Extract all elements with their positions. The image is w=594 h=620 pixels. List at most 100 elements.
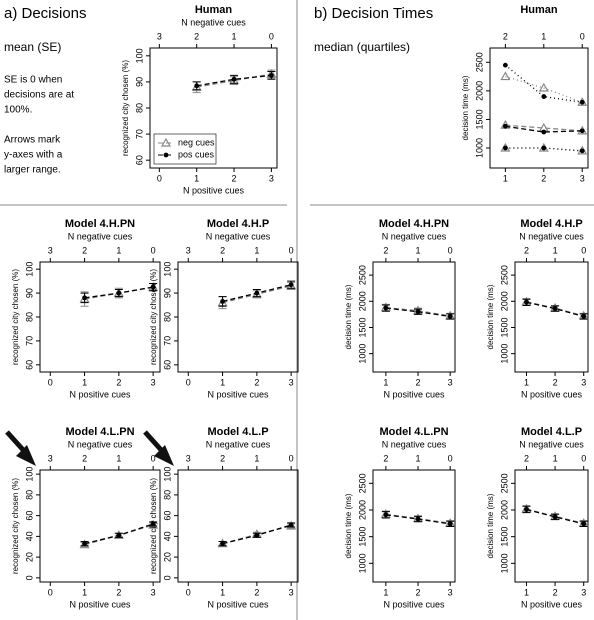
marker — [220, 299, 225, 304]
marker — [415, 309, 421, 315]
y-tick-label: 40 — [24, 531, 34, 541]
x-tick-label: 2 — [553, 587, 558, 597]
x2-tick-label: 2 — [194, 31, 199, 41]
x2-tick-label: 0 — [151, 245, 156, 255]
marker — [541, 94, 547, 99]
y-tick-label: 80 — [24, 490, 34, 500]
y-tick-label: 20 — [162, 552, 172, 562]
marker — [538, 82, 549, 92]
y-tick-label: 2000 — [474, 81, 484, 101]
y-tick-label: 1500 — [499, 317, 509, 337]
y-tick-label: 1500 — [474, 109, 484, 129]
x2-label: N negative cues — [68, 439, 133, 449]
marker — [502, 62, 508, 68]
x2-tick-label: 3 — [157, 31, 162, 41]
x-tick-label: 3 — [581, 377, 586, 387]
x-tick-label: 1 — [503, 173, 508, 183]
series-line — [504, 64, 583, 103]
x-tick-label: 0 — [157, 173, 162, 183]
x-label: N positive cues — [69, 389, 131, 399]
y-label: recognized city chosen (%) — [149, 478, 158, 574]
x2-tick-label: 2 — [82, 453, 87, 463]
y-label: recognized city chosen (%) — [11, 478, 20, 574]
marker — [116, 290, 122, 296]
x2-tick-label: 0 — [289, 245, 294, 255]
x2-label: N negative cues — [206, 231, 271, 241]
x2-tick-label: 1 — [416, 453, 421, 463]
arrow-head — [16, 445, 36, 466]
x-tick-label: 1 — [220, 377, 225, 387]
marker — [383, 305, 389, 311]
series-line — [505, 147, 583, 152]
y-tick-label: 2000 — [357, 500, 367, 520]
y-tick-label: 80 — [162, 312, 172, 322]
marker — [160, 137, 172, 147]
plot-frame — [177, 469, 299, 583]
marker — [194, 83, 200, 89]
x-tick-label: 1 — [383, 587, 388, 597]
x-tick-label: 1 — [82, 587, 87, 597]
y-tick-label: 70 — [24, 336, 34, 346]
y-tick-label: 100 — [24, 467, 34, 482]
x-tick-label: 1 — [194, 173, 199, 183]
y-tick-label: 1500 — [499, 527, 509, 547]
y-tick-label: 80 — [24, 312, 34, 322]
series-line — [196, 74, 272, 87]
marker — [502, 123, 508, 129]
marker — [447, 521, 453, 527]
x2-tick-label: 2 — [383, 245, 388, 255]
panel-label: a) Decisions — [4, 5, 87, 22]
marker — [116, 532, 122, 538]
x-tick-label: 3 — [580, 173, 585, 183]
chart-title: Model 4.L.PN — [65, 426, 134, 438]
x-tick-label: 2 — [416, 587, 421, 597]
note: 100%. — [4, 105, 32, 116]
marker — [288, 282, 294, 288]
x2-label: N negative cues — [181, 17, 246, 27]
x2-tick-label: 0 — [580, 31, 585, 41]
plot-frame — [514, 261, 589, 373]
series-line — [505, 75, 583, 103]
y-tick-label: 100 — [24, 262, 34, 277]
x-tick-label: 2 — [116, 587, 121, 597]
y-tick-label: 1000 — [357, 344, 367, 364]
marker — [82, 295, 87, 301]
series-line — [505, 125, 583, 133]
marker — [150, 284, 156, 290]
x-label: N positive cues — [69, 599, 131, 609]
y-tick-label: 60 — [24, 360, 34, 370]
plot-frame — [39, 469, 161, 583]
legend-label: pos cues — [178, 149, 215, 159]
series-line — [526, 301, 584, 318]
y-tick-label: 60 — [162, 511, 172, 521]
marker — [581, 314, 587, 319]
marker — [82, 541, 87, 547]
y-label: decision time (ms) — [344, 284, 353, 349]
x-tick-label: 3 — [151, 587, 156, 597]
y-tick-label: 90 — [162, 288, 172, 298]
y-tick-label: 1000 — [499, 553, 509, 573]
note: SE is 0 when — [4, 75, 62, 86]
x-label: N positive cues — [207, 599, 269, 609]
x-tick-label: 2 — [254, 377, 259, 387]
y-tick-label: 1000 — [474, 138, 484, 158]
y-tick-label: 90 — [24, 288, 34, 298]
x-tick-label: 2 — [541, 173, 546, 183]
x-tick-label: 2 — [116, 377, 121, 387]
x-label: N positive cues — [383, 389, 445, 399]
x2-tick-label: 1 — [553, 245, 558, 255]
marker — [579, 148, 585, 154]
x2-tick-label: 0 — [581, 245, 586, 255]
x-tick-label: 3 — [269, 173, 274, 183]
marker — [268, 72, 274, 78]
x-label: N positive cues — [207, 389, 269, 399]
marker — [552, 514, 558, 520]
marker — [524, 507, 529, 512]
x2-tick-label: 3 — [48, 453, 53, 463]
x-tick-label: 3 — [448, 377, 453, 387]
marker — [500, 71, 511, 81]
panel-stat: mean (SE) — [4, 40, 61, 54]
y-tick-label: 1000 — [357, 553, 367, 573]
y-tick-label: 60 — [162, 360, 172, 370]
marker — [288, 522, 294, 528]
